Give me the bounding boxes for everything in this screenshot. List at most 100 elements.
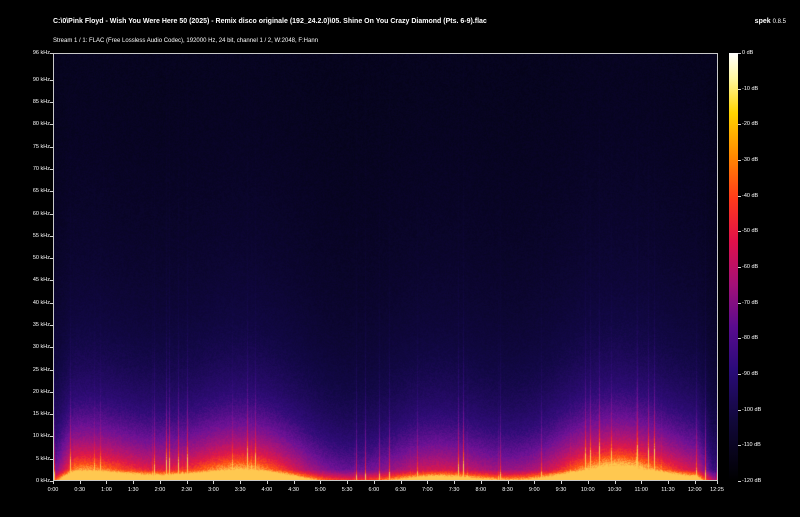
app-name: spek [754, 18, 771, 25]
freq-tick [50, 258, 53, 260]
db-tick-label: -40 dB [742, 192, 759, 199]
freq-tick [50, 324, 53, 326]
db-tick [738, 88, 741, 90]
time-tick [507, 481, 509, 484]
db-tick [738, 374, 741, 375]
time-tick-label: 12:25 [710, 487, 724, 493]
db-tick [738, 338, 741, 340]
time-tick-label: 12:00 [687, 487, 702, 493]
db-tick-label: -120 dB [742, 478, 762, 484]
db-tick-label: -60 dB [742, 264, 759, 270]
time-tick-label: 1:30 [127, 487, 139, 493]
time-tick [53, 481, 54, 484]
freq-tick [50, 235, 53, 237]
freq-tick [50, 146, 53, 148]
freq-tick-label: 50 kHz [32, 255, 50, 262]
time-tick [347, 481, 349, 484]
freq-tick-label: 25 kHz [32, 366, 50, 373]
freq-tick [50, 79, 53, 81]
time-tick-label: 10:30 [607, 487, 622, 493]
db-tick [738, 160, 741, 161]
freq-tick-label: 40 kHz [32, 299, 50, 306]
db-tick [738, 445, 741, 447]
freq-tick [50, 280, 53, 282]
time-tick-label: 4:00 [261, 487, 273, 493]
db-tick-label: -100 dB [742, 406, 762, 413]
stream-info: Stream 1 / 1: FLAC (Free Lossless Audio … [53, 38, 319, 44]
db-tick-label: -30 dB [742, 157, 759, 163]
time-tick-label: 0:00 [47, 487, 59, 493]
freq-tick [50, 168, 53, 170]
time-tick-label: 10:00 [580, 487, 595, 493]
app-version: 0.8.5 [772, 19, 786, 25]
freq-tick-label: 35 kHz [32, 321, 50, 328]
time-tick-label: 4:30 [288, 487, 299, 493]
db-tick [738, 481, 741, 482]
time-tick [561, 481, 563, 484]
freq-tick [50, 391, 53, 393]
time-tick [133, 481, 135, 484]
time-tick [213, 481, 215, 484]
time-tick-label: 11:00 [634, 487, 648, 493]
db-color-scale [729, 53, 738, 481]
time-tick [480, 481, 482, 484]
time-tick [79, 481, 81, 484]
time-tick [717, 481, 718, 484]
freq-tick-label: 85 kHz [32, 99, 50, 106]
time-tick [186, 481, 188, 484]
time-tick [320, 481, 322, 484]
freq-tick-label: 75 kHz [32, 143, 50, 150]
freq-tick-label: 10 kHz [32, 433, 50, 440]
db-tick [738, 124, 741, 126]
freq-tick-label: 5 kHz [35, 455, 50, 462]
time-tick [454, 481, 456, 484]
db-tick [738, 302, 741, 304]
db-tick [738, 409, 741, 411]
time-tick-label: 0:30 [74, 487, 86, 493]
db-tick-label: -10 dB [742, 85, 759, 92]
time-tick [106, 481, 108, 484]
time-tick-label: 11:30 [661, 487, 675, 493]
freq-tick-label: 55 kHz [32, 232, 50, 239]
time-tick [587, 481, 589, 484]
freq-tick [50, 213, 53, 215]
file-title: C:\0\Pink Floyd - Wish You Were Here 50 … [53, 18, 487, 25]
time-tick [534, 481, 536, 484]
freq-tick [50, 302, 53, 304]
time-tick [400, 481, 402, 484]
freq-tick-label: 30 kHz [32, 344, 50, 351]
freq-tick-label: 15 kHz [32, 411, 50, 418]
freq-tick [50, 458, 53, 460]
freq-tick [50, 436, 53, 438]
freq-tick [50, 414, 53, 416]
time-tick [293, 481, 295, 484]
time-tick-label: 1:00 [101, 487, 112, 493]
app-brand: spek 0.8.5 [755, 18, 786, 25]
time-tick [427, 481, 429, 484]
freq-tick [50, 347, 53, 349]
time-tick-label: 7:30 [448, 487, 460, 493]
freq-tick-label: 60 kHz [32, 210, 50, 217]
db-tick-label: -20 dB [742, 121, 759, 128]
time-tick [373, 481, 375, 484]
time-tick [667, 481, 669, 484]
spectrogram-plot [53, 53, 718, 481]
freq-tick [50, 102, 53, 104]
time-tick [240, 481, 242, 484]
freq-tick-label: 65 kHz [32, 188, 50, 195]
db-tick [738, 267, 741, 268]
time-tick-label: 8:00 [475, 487, 487, 493]
time-tick [614, 481, 616, 484]
freq-tick [50, 124, 53, 126]
time-tick [266, 481, 268, 484]
time-tick-label: 5:00 [315, 487, 326, 493]
freq-tick [50, 481, 53, 482]
db-tick-label: -70 dB [742, 299, 759, 306]
freq-tick-label: 0 kHz [35, 478, 50, 484]
time-tick-label: 2:30 [181, 487, 193, 493]
time-tick-label: 9:30 [555, 487, 567, 493]
time-tick-label: 3:00 [208, 487, 219, 493]
freq-tick [50, 369, 53, 371]
time-tick-label: 7:00 [421, 487, 433, 493]
time-tick-label: 9:00 [528, 487, 540, 493]
